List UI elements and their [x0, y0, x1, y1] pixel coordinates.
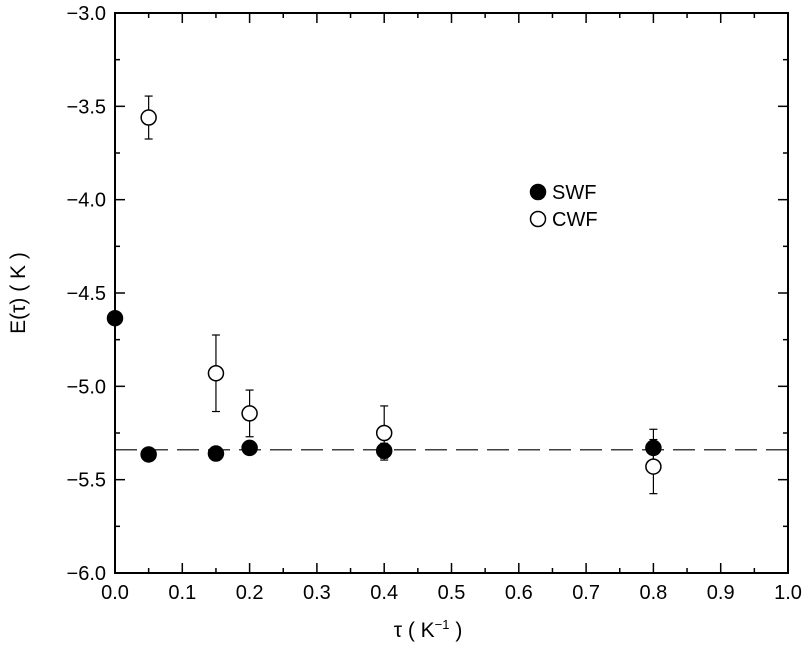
y-tick-label: −3.5: [67, 96, 106, 118]
legend-marker-swf: [529, 183, 547, 201]
data-markers: [106, 109, 662, 475]
plot-frame: [114, 12, 789, 574]
swf-point: [106, 309, 124, 327]
x-tick-label: 0.7: [572, 582, 600, 604]
y-tick-label: −5.5: [67, 470, 106, 492]
x-tick-label: 0.9: [707, 582, 735, 604]
y-tick-label: −5.0: [67, 376, 106, 398]
swf-point: [375, 442, 393, 459]
x-tick-label: 1.0: [774, 582, 802, 604]
swf-point: [241, 439, 258, 457]
legend: SWF CWF: [529, 182, 598, 231]
x-tick-label: 0.8: [639, 582, 667, 604]
legend-label-cwf: CWF: [552, 209, 598, 231]
cwf-point: [140, 109, 157, 126]
y-tick-label: −3.0: [67, 3, 106, 25]
x-tick-label: 0.1: [168, 582, 196, 604]
x-tick-label: 0.2: [236, 582, 264, 604]
cwf-point: [375, 424, 393, 442]
cwf-point: [645, 458, 662, 475]
x-tick-labels: 0.0 0.1 0.2 0.3 0.4 0.5 0.6 0.7 0.8 0.9 1.0: [101, 582, 802, 604]
swf-point: [645, 439, 662, 457]
y-tick-label: −6.0: [67, 563, 106, 585]
y-tick-label: −4.5: [67, 283, 106, 305]
y-tick-labels: −6.0 −5.5 −5.0 −4.5 −4.0 −3.5 −3.0: [67, 3, 106, 585]
x-tick-label: 0.5: [438, 582, 466, 604]
y-tick-label: −4.0: [67, 190, 106, 212]
x-tick-label: 0.0: [101, 582, 129, 604]
legend-marker-cwf: [529, 210, 547, 228]
legend-label-swf: SWF: [552, 182, 596, 204]
x-tick-label: 0.6: [505, 582, 533, 604]
swf-point: [207, 445, 225, 462]
x-axis-label: τ ( K−1 ): [394, 617, 463, 642]
swf-point: [140, 446, 157, 463]
cwf-point: [241, 405, 258, 422]
x-tick-label: 0.3: [303, 582, 331, 604]
axis-ticks: [114, 12, 789, 574]
x-tick-label: 0.4: [370, 582, 398, 604]
error-bars: [144, 95, 658, 495]
y-axis-label: E(τ) ( K ): [7, 252, 30, 334]
cwf-point: [207, 365, 225, 382]
